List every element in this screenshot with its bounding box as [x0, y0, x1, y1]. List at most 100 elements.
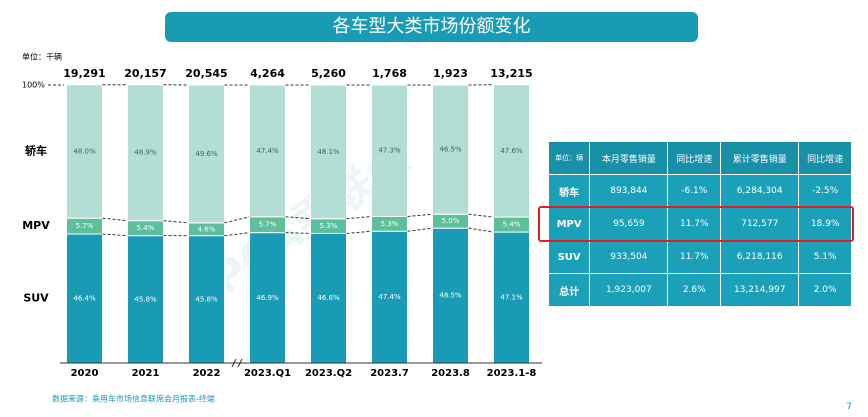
table-cell: 2.0% — [798, 273, 852, 307]
table-cell: SUV — [547, 240, 591, 274]
connector — [346, 230, 372, 234]
table-body: 单位：辆 本月零售销量 同比增速 累计零售销量 同比增速 轿车 893,844 -6.1% 6,… — [547, 141, 852, 307]
source-note: 数据来源：乘用车市场信息联席会月报表-终端 — [52, 394, 215, 404]
table-cell: 本月零售销量 — [589, 141, 669, 175]
bar-segment — [432, 227, 469, 364]
bar-segment — [493, 84, 530, 218]
value-label: 45.8% — [134, 295, 157, 303]
value-label: 47.3% — [378, 147, 401, 155]
bar-segment — [310, 232, 347, 364]
table-cell: 11.7% — [667, 240, 722, 274]
value-label: 49.6% — [195, 150, 218, 158]
table-row: 单位：辆 本月零售销量 同比增速 累计零售销量 同比增速 — [547, 141, 852, 175]
bar-segment — [371, 84, 408, 217]
total-label: 20,157 — [124, 67, 166, 80]
value-label: 48.0% — [73, 147, 96, 155]
bar-segment — [493, 231, 530, 364]
bar-segment — [188, 235, 225, 364]
data-table: 单位：辆 本月零售销量 同比增速 累计零售销量 同比增速 轿车 893,844 -6.1% 6,… — [547, 141, 852, 307]
value-label: 48.1% — [317, 148, 340, 156]
legend-label: SUV — [23, 292, 49, 305]
legend-label: MPV — [22, 219, 50, 232]
axis-break — [231, 358, 243, 368]
value-label: 48.5% — [439, 292, 462, 300]
bar-segment — [188, 84, 225, 224]
table-cell: 5.1% — [798, 240, 852, 274]
bar-segment — [66, 84, 103, 219]
x-tick-label: 2023.Q1 — [244, 368, 291, 379]
connector — [407, 227, 433, 232]
total-label: 20,545 — [185, 67, 227, 80]
table-cell: 13,214,997 — [720, 273, 800, 307]
value-label: 5.0% — [442, 217, 460, 225]
value-label: 46.9% — [256, 294, 279, 302]
connector — [224, 232, 250, 237]
table-cell: 933,504 — [589, 240, 669, 274]
value-label: 47.4% — [378, 293, 401, 301]
table-cell: 总计 — [547, 273, 591, 307]
connector — [407, 213, 433, 217]
table-cell: -2.5% — [798, 174, 852, 208]
table-cell: 2.6% — [667, 273, 722, 307]
value-label: 46.6% — [317, 294, 340, 302]
connector — [468, 213, 494, 218]
unit-label: 单位：千辆 — [22, 52, 62, 62]
value-label: 46.5% — [439, 146, 462, 154]
total-label: 1,923 — [433, 67, 468, 80]
value-label: 5.4% — [503, 221, 521, 229]
total-label: 19,291 — [63, 67, 105, 80]
bar-segment — [310, 84, 347, 220]
bar-segment — [127, 84, 164, 222]
value-label: 5.4% — [137, 224, 155, 232]
value-label: 47.6% — [500, 147, 523, 155]
connector — [468, 227, 494, 233]
total-label: 13,215 — [490, 67, 532, 80]
table-cell: 712,577 — [720, 207, 800, 241]
total-label: 1,768 — [372, 67, 407, 80]
table-cell: 6,218,116 — [720, 240, 800, 274]
connector — [346, 215, 372, 220]
table-cell: 单位：辆 — [547, 141, 591, 175]
total-label: 4,264 — [250, 67, 285, 80]
connector — [102, 217, 128, 222]
value-label: 5.7% — [259, 221, 277, 229]
bar-segment — [66, 233, 103, 364]
bar-segment — [371, 230, 408, 364]
title-banner: 各车型大类市场份额变化 — [165, 12, 698, 42]
bar-segment — [127, 235, 164, 364]
bar-segment — [249, 84, 286, 218]
table-cell: 同比增速 — [667, 141, 722, 175]
value-label: 47.4% — [256, 147, 279, 155]
table-cell: 11.7% — [667, 207, 722, 241]
x-tick-label: 2021 — [132, 368, 160, 379]
value-label: 4.6% — [198, 225, 216, 233]
x-tick-label: 2022 — [193, 368, 221, 379]
table-cell: 累计零售销量 — [720, 141, 800, 175]
value-label: 5.7% — [76, 222, 94, 230]
value-label: 5.3% — [320, 222, 338, 230]
x-tick-label: 2023.1-8 — [487, 368, 537, 379]
connector — [102, 233, 128, 237]
connector — [285, 216, 311, 220]
highlight-box — [538, 206, 854, 242]
x-tick-label: 2023.7 — [370, 368, 409, 379]
bar-segment — [432, 84, 469, 215]
connector — [285, 232, 311, 234]
y-tick-label: 100% — [22, 81, 45, 90]
table-cell: 同比增速 — [798, 141, 852, 175]
connector — [163, 220, 189, 224]
table-cell: 6,284,304 — [720, 174, 800, 208]
table-cell: MPV — [547, 207, 591, 241]
value-label: 48.9% — [134, 149, 157, 157]
table-cell: 1,923,007 — [589, 273, 669, 307]
bar-segment — [249, 232, 286, 364]
value-label: 46.4% — [73, 295, 96, 303]
connector — [224, 216, 250, 224]
table-cell: 轿车 — [547, 174, 591, 208]
page-number: 7 — [846, 402, 852, 412]
value-label: 47.1% — [500, 294, 523, 302]
x-tick-label: 2020 — [71, 368, 99, 379]
legend-label: 轿车 — [25, 143, 47, 157]
table-row: SUV 933,504 11.7% 6,218,116 5.1% — [547, 240, 852, 274]
